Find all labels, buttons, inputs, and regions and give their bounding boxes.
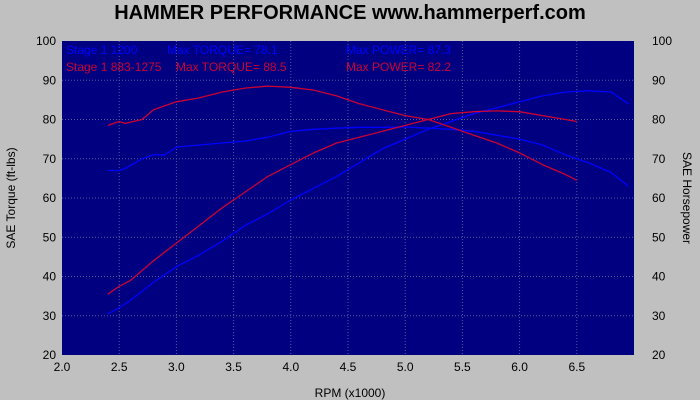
- x-tick-label: 3.5: [225, 360, 242, 374]
- series-line-3: [107, 85, 578, 181]
- legend-series-1-label: Stage 1 1200: [66, 43, 138, 57]
- x-tick-label: 4.0: [282, 360, 299, 374]
- y-tick-label-left: 60: [43, 191, 57, 205]
- legend-series-1-power: Max POWER= 87.3: [346, 43, 451, 57]
- y-tick-label-right: 60: [652, 191, 666, 205]
- y-ticks: 20 20 30 30 40 40 50 50 60 60 70 70 80 80 90 90 100 100: [36, 34, 672, 362]
- x-tick-label: 4.5: [340, 360, 357, 374]
- series-line-4: [107, 110, 577, 295]
- y-tick-label-left: 90: [43, 73, 57, 87]
- y-tick-label-left: 20: [43, 348, 57, 362]
- x-tick-label: 6.0: [511, 360, 528, 374]
- y-tick-label-right: 80: [652, 113, 666, 127]
- x-tick-label: 2.5: [111, 360, 128, 374]
- legend-series-1-torque: Max TORQUE= 78.1: [167, 43, 278, 57]
- x-tick-label: 6.5: [568, 360, 585, 374]
- grid-lines: [62, 41, 634, 355]
- legend-series-2-torque: Max TORQUE= 88.5: [176, 60, 287, 74]
- y-tick-label-left: 100: [36, 34, 56, 48]
- y-tick-label-left: 50: [43, 230, 57, 244]
- y-tick-label-left: 40: [43, 270, 57, 284]
- y-axis-label-left: SAE Torque (ft-lbs): [4, 147, 18, 248]
- y-tick-label-right: 70: [652, 152, 666, 166]
- x-tick-label: 5.0: [397, 360, 414, 374]
- x-tick-label: 2.0: [54, 360, 71, 374]
- series-line-2: [107, 90, 629, 315]
- y-tick-label-left: 30: [43, 309, 57, 323]
- series-lines: [107, 85, 629, 315]
- y-tick-label-right: 30: [652, 309, 666, 323]
- legend-series-2-label: Stage 1 883-1275: [66, 60, 162, 74]
- y-tick-label-left: 80: [43, 113, 57, 127]
- x-ticks: 2.0 2.5 3.0 3.5 4.0 4.5 5.0 5.5 6.0 6.5: [54, 360, 586, 374]
- legend-series-2-power: Max POWER= 82.2: [346, 60, 451, 74]
- y-tick-label-right: 20: [652, 348, 666, 362]
- series-line-1: [107, 126, 629, 187]
- x-axis-label: RPM (x1000): [315, 386, 386, 400]
- y-tick-label-right: 100: [652, 34, 672, 48]
- y-tick-label-left: 70: [43, 152, 57, 166]
- y-tick-label-right: 40: [652, 270, 666, 284]
- legend: Stage 1 1200 Max TORQUE= 78.1 Max POWER=…: [66, 43, 451, 74]
- y-tick-label-right: 90: [652, 73, 666, 87]
- x-tick-label: 5.5: [454, 360, 471, 374]
- x-tick-label: 3.0: [168, 360, 185, 374]
- y-axis-label-right: SAE Horsepower: [680, 152, 694, 244]
- chart-title: HAMMER PERFORMANCE www.hammerperf.com: [114, 2, 586, 24]
- y-tick-label-right: 50: [652, 230, 666, 244]
